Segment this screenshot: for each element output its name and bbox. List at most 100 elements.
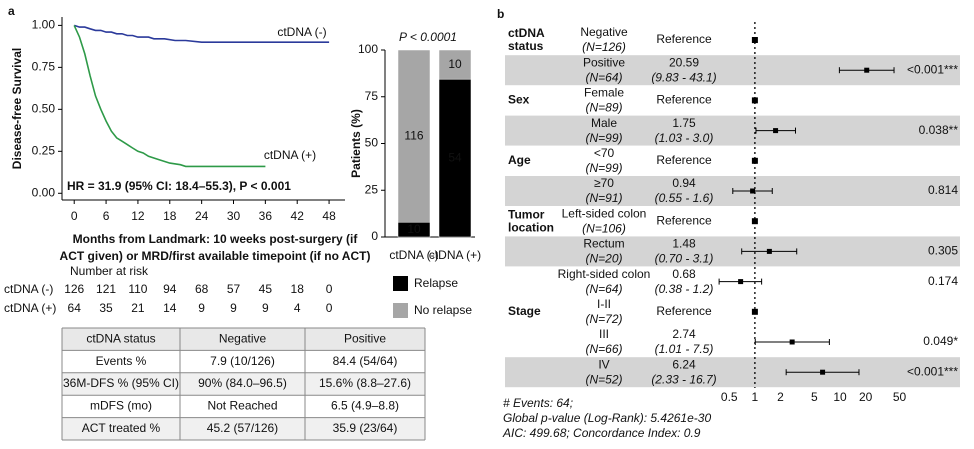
hr-value: 0.68 bbox=[672, 267, 696, 281]
x-tick-label: 1 bbox=[752, 390, 759, 404]
y-tick-label: 0.75 bbox=[32, 60, 56, 74]
x-tick-label: 2 bbox=[777, 390, 784, 404]
y-tick-label: 1.00 bbox=[32, 18, 56, 32]
bar-segment bbox=[397, 49, 431, 223]
risk-count: 35 bbox=[99, 301, 113, 315]
risk-title: Number at risk bbox=[70, 264, 149, 278]
x-tick-label: 30 bbox=[227, 209, 241, 223]
hr-marker bbox=[820, 369, 826, 375]
ci-label: (0.38 - 1.2) bbox=[655, 282, 714, 296]
p-value: 0.049* bbox=[923, 334, 958, 348]
n-label: (N=106) bbox=[582, 221, 626, 235]
table-row-bg bbox=[62, 417, 425, 440]
hr-reference: Reference bbox=[656, 32, 712, 46]
level: <70 bbox=[594, 146, 615, 160]
reference-marker bbox=[751, 37, 758, 43]
n-label: (N=64) bbox=[585, 282, 622, 296]
risk-count: 14 bbox=[163, 301, 177, 315]
reference-marker bbox=[751, 97, 758, 104]
x-tick-label: 0 bbox=[71, 209, 78, 223]
x-tick-label: 24 bbox=[195, 209, 209, 223]
footnote: Global p-value (Log-Rank): 5.4261e-30 bbox=[503, 411, 711, 425]
x-tick-label: ctDNA (-) bbox=[389, 248, 438, 262]
table-cell: 15.6% (8.8–27.6) bbox=[319, 376, 411, 390]
level: III bbox=[599, 327, 609, 341]
x-tick-label: ctDNA (+) bbox=[429, 248, 481, 262]
hr-reference: Reference bbox=[656, 304, 712, 318]
table-row-bg bbox=[62, 372, 425, 396]
x-tick-label: 12 bbox=[131, 209, 145, 223]
hr-value: 0.94 bbox=[672, 176, 696, 190]
table-cell: 84.4 (54/64) bbox=[333, 354, 398, 368]
ci-label: (0.55 - 1.6) bbox=[655, 191, 714, 205]
hr-marker bbox=[773, 128, 779, 134]
level: I-II bbox=[597, 297, 611, 311]
reference-marker bbox=[751, 308, 758, 315]
risk-count: 9 bbox=[230, 301, 237, 315]
hr-value: 1.75 bbox=[672, 116, 696, 130]
risk-count: 9 bbox=[262, 301, 269, 315]
n-label: (N=72) bbox=[585, 312, 622, 326]
group-label: Stage bbox=[508, 304, 541, 318]
table-header: Positive bbox=[344, 331, 386, 345]
p-value: 0.174 bbox=[928, 274, 958, 288]
bar-count: 10 bbox=[448, 57, 462, 71]
legend-swatch bbox=[393, 276, 408, 291]
risk-count: 68 bbox=[195, 282, 209, 296]
y-axis-title: Disease-free Survival bbox=[10, 48, 24, 169]
risk-row-label: ctDNA (-) bbox=[4, 282, 53, 296]
table-cell: ACT treated % bbox=[82, 421, 161, 435]
legend-label: No relapse bbox=[414, 303, 472, 317]
curve-label: ctDNA (-) bbox=[277, 25, 326, 39]
group-label: location bbox=[508, 220, 554, 234]
group-label: ctDNA bbox=[508, 26, 545, 40]
n-label: (N=99) bbox=[585, 161, 622, 175]
y-tick-label: 0 bbox=[371, 229, 378, 243]
annotation: HR = 31.9 (95% CI: 18.4–55.3), P < 0.001 bbox=[67, 179, 291, 193]
x-tick-label: 20 bbox=[859, 390, 873, 404]
risk-count: 121 bbox=[96, 282, 116, 296]
x-tick-label: 0.5 bbox=[721, 390, 738, 404]
footnote: # Events: 64; bbox=[503, 396, 573, 410]
ci-label: (1.01 - 7.5) bbox=[655, 342, 714, 356]
n-label: (N=52) bbox=[585, 372, 622, 386]
hr-value: 6.24 bbox=[672, 357, 696, 371]
reference-marker bbox=[751, 218, 758, 225]
hr-reference: Reference bbox=[656, 93, 712, 107]
x-tick-label: 18 bbox=[163, 209, 177, 223]
hr-marker bbox=[738, 279, 744, 285]
table-header-bg bbox=[62, 328, 425, 351]
x-tick-label: 48 bbox=[322, 209, 336, 223]
n-label: (N=91) bbox=[585, 191, 622, 205]
x-tick-label: 6 bbox=[103, 209, 110, 223]
risk-count: 94 bbox=[163, 282, 177, 296]
risk-count: 64 bbox=[68, 301, 82, 315]
hr-reference: Reference bbox=[656, 153, 712, 167]
risk-count: 21 bbox=[131, 301, 145, 315]
hr-marker bbox=[750, 188, 756, 194]
hr-value: 2.74 bbox=[672, 327, 696, 341]
table-cell: 36M-DFS % (95% CI) bbox=[63, 376, 179, 390]
survival-curve bbox=[73, 25, 266, 168]
p-value: 0.814 bbox=[928, 183, 958, 197]
y-tick-label: 0.00 bbox=[32, 185, 56, 199]
n-label: (N=126) bbox=[582, 40, 626, 54]
level: Rectum bbox=[583, 237, 624, 251]
curve-label: ctDNA (+) bbox=[264, 148, 316, 162]
table-header: ctDNA status bbox=[86, 331, 155, 345]
risk-count: 4 bbox=[294, 301, 301, 315]
bar-segment bbox=[438, 78, 472, 238]
x-tick-label: 5 bbox=[811, 390, 818, 404]
n-label: (N=20) bbox=[585, 252, 622, 266]
risk-count: 18 bbox=[291, 282, 305, 296]
table-header: Negative bbox=[219, 331, 267, 345]
hr-marker bbox=[864, 67, 870, 73]
risk-count: 0 bbox=[326, 282, 333, 296]
panel-label: a bbox=[8, 4, 15, 18]
y-axis-title: Patients (%) bbox=[349, 109, 363, 178]
ci-label: (2.33 - 16.7) bbox=[651, 372, 716, 386]
n-label: (N=99) bbox=[585, 131, 622, 145]
p-value: <0.001*** bbox=[907, 364, 958, 378]
bar-count: 54 bbox=[448, 150, 462, 164]
n-label: (N=89) bbox=[585, 101, 622, 115]
